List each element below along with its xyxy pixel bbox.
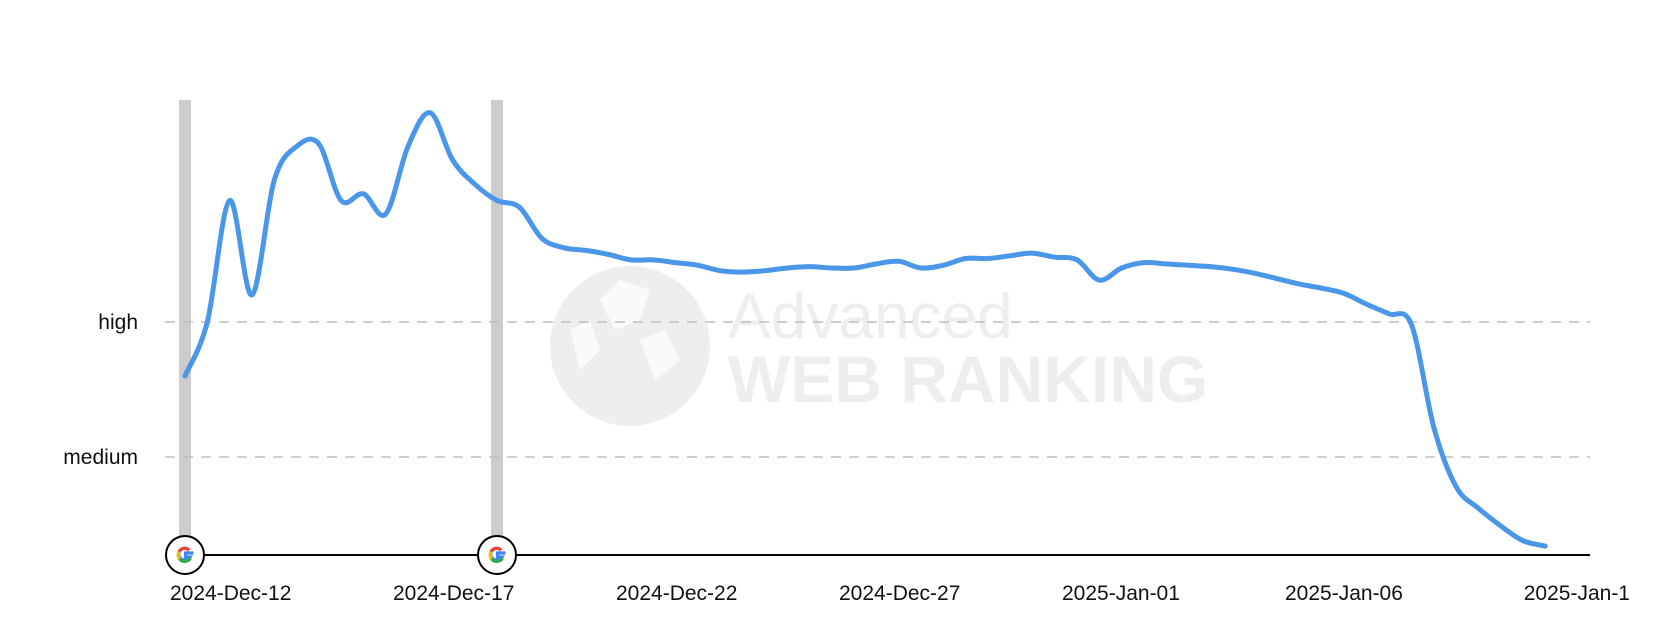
y-tick-label-medium: medium xyxy=(63,446,138,469)
y-axis-ticks: medium high xyxy=(63,311,138,469)
x-tick-label: 2024-Dec-17 xyxy=(393,582,514,605)
x-axis-ticks: 2024-Dec-12 2024-Dec-17 2024-Dec-22 2024-De… xyxy=(170,582,1630,605)
algorithm-update-markers xyxy=(179,100,503,555)
watermark-globe-continents-icon xyxy=(570,280,680,380)
y-tick-label-high: high xyxy=(98,311,138,334)
algorithm-update-bar xyxy=(491,100,503,555)
watermark-globe-icon xyxy=(550,266,710,426)
watermark-text-advanced: Advanced xyxy=(728,280,1013,352)
watermark-logo: Advanced WEB RANKING xyxy=(550,266,1208,426)
algorithm-update-icons xyxy=(165,535,517,575)
x-tick-label: 2025-Jan-1 xyxy=(1524,582,1630,605)
x-tick-label: 2024-Dec-12 xyxy=(170,582,291,605)
algorithm-update-bar xyxy=(179,100,191,555)
google-update-icon[interactable] xyxy=(165,535,205,575)
x-tick-label: 2025-Jan-06 xyxy=(1285,582,1403,605)
x-tick-label: 2024-Dec-27 xyxy=(839,582,960,605)
x-tick-label: 2025-Jan-01 xyxy=(1062,582,1180,605)
x-tick-label: 2024-Dec-22 xyxy=(616,582,737,605)
gridlines xyxy=(165,321,1590,458)
watermark-text-web-ranking: WEB RANKING xyxy=(728,342,1208,416)
google-update-icon[interactable] xyxy=(477,535,517,575)
series-line xyxy=(182,110,1548,549)
